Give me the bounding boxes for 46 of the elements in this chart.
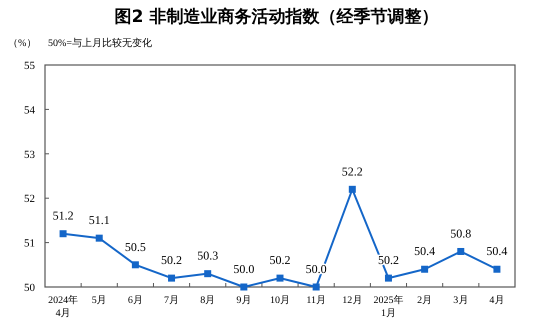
x-tick-label: 2024年 4月 xyxy=(48,294,78,319)
point xyxy=(240,284,248,290)
point xyxy=(384,274,392,282)
x-tick-label: 2月 xyxy=(417,295,432,306)
text: 50%=与上月比较无变化 xyxy=(48,37,152,49)
x-tick-label: 11月 xyxy=(306,295,326,306)
y-tick-label: 51 xyxy=(24,238,35,250)
point xyxy=(132,261,139,268)
x-tick-label: 2025年 1月 xyxy=(373,294,404,319)
text: 50.2 xyxy=(161,253,182,268)
point xyxy=(168,274,176,282)
text: 50.4 xyxy=(486,244,508,258)
x-tick-label: 10月 xyxy=(270,295,290,306)
y-axis-title: （%） xyxy=(8,38,36,49)
y-tick-label: 53 xyxy=(24,148,36,161)
y-tick-label: 50 xyxy=(24,282,36,294)
text: 51.1 xyxy=(88,213,110,228)
text: 50.5 xyxy=(124,240,146,254)
point xyxy=(312,284,320,290)
point xyxy=(60,230,67,238)
point xyxy=(421,266,428,273)
x-tick-label: 5月 xyxy=(92,295,107,306)
point xyxy=(348,186,356,193)
y-tick-label: 55 xyxy=(24,60,36,72)
text: 50.8 xyxy=(450,226,472,240)
chart-title: 图2 非制造业商务活动指数（经季节调整） xyxy=(114,7,438,27)
x-tick-label: 6月 xyxy=(128,295,143,306)
point xyxy=(493,266,500,273)
point xyxy=(204,270,212,278)
x-tick-label: 12月 xyxy=(342,295,362,306)
y-tick-label: 52 xyxy=(24,193,35,206)
y-tick-label: 54 xyxy=(24,104,36,116)
text: 51.2 xyxy=(52,208,74,223)
point xyxy=(457,248,464,255)
text: 52.2 xyxy=(342,164,363,178)
text: 50.3 xyxy=(197,248,218,263)
point xyxy=(96,234,103,242)
x-tick-label: 4月 xyxy=(489,295,504,306)
text: 50.4 xyxy=(414,244,436,258)
text: 50.0 xyxy=(233,262,254,276)
text: 50.2 xyxy=(270,253,290,268)
point xyxy=(276,274,284,282)
x-tick-label: 9月 xyxy=(236,295,252,306)
x-tick-label: 8月 xyxy=(200,295,216,306)
x-tick-label: 7月 xyxy=(164,295,180,306)
x-tick-label: 3月 xyxy=(453,295,468,306)
